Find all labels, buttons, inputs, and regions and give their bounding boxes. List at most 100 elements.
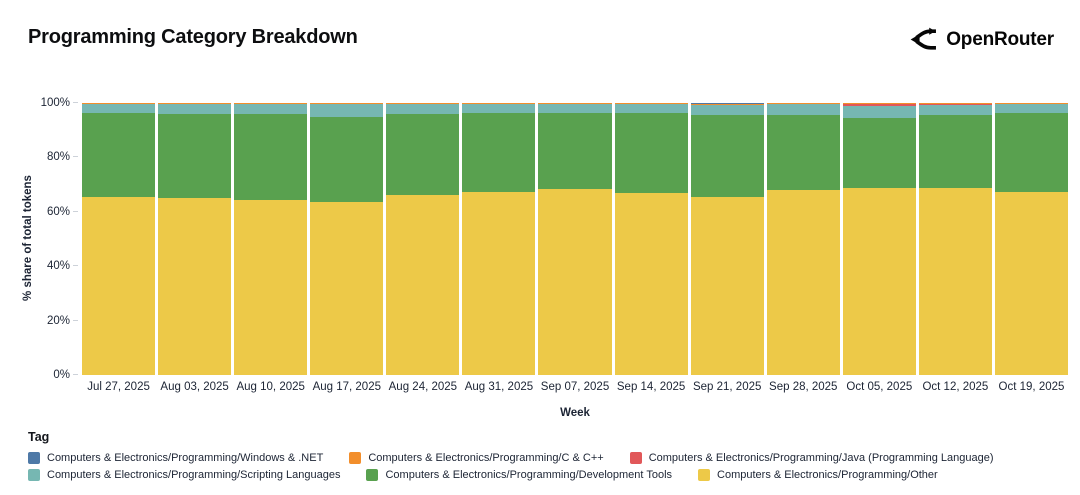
y-tick-label: 100%: [40, 97, 70, 109]
bar-segment[interactable]: [386, 103, 460, 104]
bar-segment[interactable]: [386, 104, 460, 114]
bar-segment[interactable]: [842, 117, 916, 189]
openrouter-icon: [910, 26, 937, 53]
bar-segment[interactable]: [462, 104, 536, 114]
bar-segment[interactable]: [994, 104, 1069, 114]
legend-label: Computers & Electronics/Programming/Scri…: [47, 469, 341, 481]
legend-item: Computers & Electronics/Programming/Wind…: [28, 452, 323, 464]
bar-segment[interactable]: [234, 103, 308, 105]
stacked-bar[interactable]: [310, 103, 384, 375]
legend-label: Computers & Electronics/Programming/Othe…: [717, 469, 938, 481]
bar-segment[interactable]: [690, 105, 764, 115]
x-tick-label: Aug 31, 2025: [464, 381, 534, 393]
x-axis-title: Week: [560, 407, 590, 419]
bar-segment[interactable]: [994, 113, 1069, 192]
legend-swatch: [349, 452, 362, 464]
x-tick-label: Aug 24, 2025: [388, 381, 458, 393]
bar-segment[interactable]: [310, 103, 384, 105]
y-tick-mark: [73, 102, 78, 103]
bar-segment[interactable]: [82, 104, 156, 114]
bar-segment[interactable]: [462, 113, 536, 193]
bar-segment[interactable]: [386, 194, 460, 375]
stacked-bar[interactable]: [386, 103, 460, 375]
bar-segment[interactable]: [386, 113, 460, 195]
x-axis-labels: Jul 27, 2025 Aug 03, 2025 Aug 10, 2025 Aug …: [82, 381, 1068, 393]
bar-segment[interactable]: [234, 104, 308, 115]
stacked-bar[interactable]: [234, 103, 308, 375]
bar-segment[interactable]: [82, 113, 156, 197]
bar-segment[interactable]: [310, 104, 384, 118]
legend-swatch: [366, 469, 379, 481]
bar-segment[interactable]: [690, 114, 764, 197]
bar-segment[interactable]: [994, 191, 1069, 375]
bar-segment[interactable]: [918, 187, 992, 375]
bar-segment[interactable]: [538, 104, 612, 114]
bar-segment[interactable]: [842, 105, 916, 118]
bar-segment[interactable]: [158, 104, 232, 115]
bar-segment[interactable]: [766, 103, 840, 105]
bar-segment[interactable]: [842, 188, 916, 375]
bar-segment[interactable]: [538, 103, 612, 104]
bar-segment[interactable]: [158, 103, 232, 105]
x-tick-label: Aug 03, 2025: [160, 381, 229, 393]
bar-segment[interactable]: [614, 113, 688, 193]
bar-segment[interactable]: [766, 114, 840, 191]
y-tick-mark: [73, 374, 78, 375]
bar-segment[interactable]: [614, 104, 688, 114]
legend-item: Computers & Electronics/Programming/Othe…: [698, 469, 938, 481]
bar-segment[interactable]: [614, 192, 688, 375]
x-tick-label: Aug 17, 2025: [312, 381, 381, 393]
stacked-bar[interactable]: [766, 103, 840, 375]
bar-segment[interactable]: [310, 201, 384, 375]
stacked-bar[interactable]: [994, 103, 1069, 375]
bar-segment[interactable]: [842, 103, 916, 106]
bar-segment[interactable]: [158, 198, 232, 375]
bar-segment[interactable]: [462, 103, 536, 104]
stacked-bar[interactable]: [158, 103, 232, 375]
bar-segment[interactable]: [918, 105, 992, 116]
bar-segment[interactable]: [918, 103, 992, 106]
legend-item: Computers & Electronics/Programming/Scri…: [28, 469, 340, 481]
y-tick-label: 0%: [53, 369, 70, 381]
bar-segment[interactable]: [918, 115, 992, 188]
stacked-bar[interactable]: [82, 103, 156, 375]
legend-label: Computers & Electronics/Programming/Deve…: [385, 469, 673, 481]
x-tick-label: Sep 14, 2025: [616, 381, 686, 393]
stacked-bar[interactable]: [842, 103, 916, 375]
legend-label: Computers & Electronics/Programming/Wind…: [47, 452, 324, 464]
plot-area: [82, 103, 1069, 375]
bar-segment[interactable]: [234, 114, 308, 201]
legend-swatch: [629, 452, 642, 464]
bar-segment[interactable]: [462, 192, 536, 375]
bar-segment[interactable]: [690, 103, 764, 105]
bar-segment[interactable]: [690, 196, 764, 375]
legend-row-2: Computers & Electronics/Programming/Scri…: [28, 469, 994, 481]
bar-segment[interactable]: [766, 190, 840, 375]
bar-segment[interactable]: [310, 117, 384, 202]
stacked-bar[interactable]: [538, 103, 612, 375]
bar-segment[interactable]: [82, 196, 156, 375]
bar-segment[interactable]: [538, 188, 612, 375]
bar-segment[interactable]: [158, 114, 232, 199]
bar-segment[interactable]: [82, 103, 156, 104]
bar-segment[interactable]: [690, 103, 764, 104]
legend-label: Computers & Electronics/Programming/C & …: [368, 452, 604, 464]
bar-segment[interactable]: [234, 200, 308, 375]
legend-swatch: [698, 469, 711, 481]
stacked-bar[interactable]: [690, 103, 764, 375]
x-tick-label: Jul 27, 2025: [87, 381, 150, 393]
legend-title: Tag: [28, 430, 50, 444]
y-tick-mark: [73, 210, 78, 212]
bar-segment[interactable]: [538, 113, 612, 189]
legend-swatch: [28, 452, 40, 464]
bar-segment[interactable]: [766, 104, 840, 115]
stacked-bar[interactable]: [918, 103, 992, 375]
bar-segment[interactable]: [614, 103, 688, 104]
y-tick-label: 60%: [46, 205, 70, 218]
bar-segment[interactable]: [994, 103, 1069, 104]
bar-segment[interactable]: [690, 104, 764, 106]
y-tick-mark: [73, 319, 78, 321]
stacked-bar[interactable]: [462, 103, 536, 375]
stacked-bar[interactable]: [614, 103, 688, 375]
